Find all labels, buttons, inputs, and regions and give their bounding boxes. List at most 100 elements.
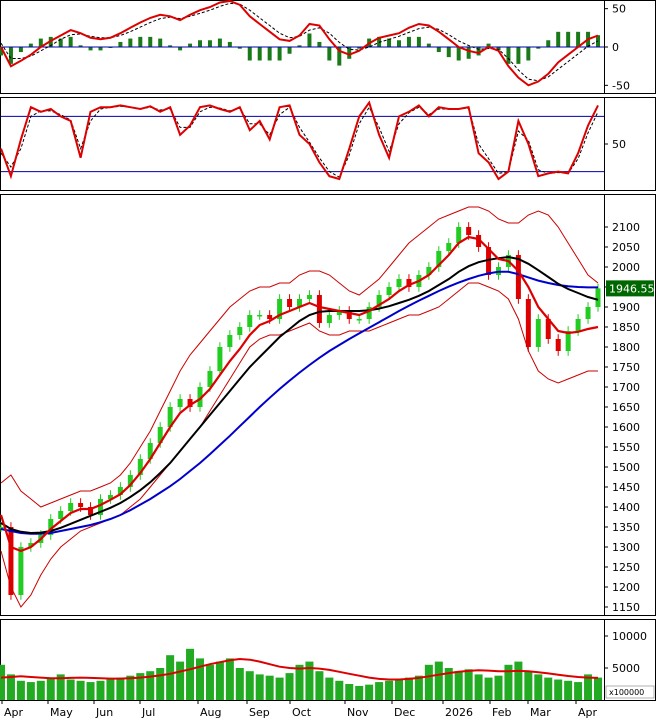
price-candle xyxy=(98,499,103,515)
macd-hist-bar xyxy=(456,47,461,61)
macd-hist-bar xyxy=(267,47,272,61)
price-candle xyxy=(117,487,123,495)
price-candle xyxy=(555,339,561,351)
macd-hist-bar xyxy=(198,40,202,47)
price-candle xyxy=(167,407,173,427)
volume-bar xyxy=(265,675,274,700)
price-ytick-label: 1700 xyxy=(612,381,640,394)
price-frame xyxy=(0,194,656,616)
macd-hist-bar xyxy=(277,47,282,61)
time-tick-label: Dec xyxy=(394,706,415,719)
macd-hist-bar xyxy=(526,47,531,61)
volume-unit-label: x100000 xyxy=(609,688,644,697)
volume-bar xyxy=(136,673,145,700)
volume-bar xyxy=(76,680,85,700)
price-candle xyxy=(535,319,541,347)
price-candle xyxy=(187,399,193,407)
volume-bar xyxy=(564,680,573,700)
macd-signal-line xyxy=(0,2,599,82)
time-tick-label: Aug xyxy=(200,706,221,719)
price-candle xyxy=(88,507,94,515)
time-tick-label: Apr xyxy=(4,706,24,719)
time-tick-label: May xyxy=(50,706,73,719)
macd-line xyxy=(0,0,599,87)
macd-hist-bar xyxy=(446,47,451,58)
volume-bar xyxy=(0,664,5,700)
price-candle xyxy=(306,295,312,299)
price-candle xyxy=(446,243,452,251)
volume-bar xyxy=(6,674,15,700)
volume-bar xyxy=(355,685,364,700)
bollinger-lower-line xyxy=(0,282,598,608)
price-candle xyxy=(28,543,34,547)
ma-long-line xyxy=(0,270,598,535)
volume-bar xyxy=(186,648,195,700)
macd-hist-bar xyxy=(307,33,312,47)
price-candle xyxy=(157,427,163,443)
price-candle xyxy=(207,371,213,387)
price-candle xyxy=(8,527,14,595)
price-candle xyxy=(18,547,24,595)
macd-hist-bar xyxy=(496,47,501,51)
macd-hist-bar xyxy=(168,45,173,47)
price-candle xyxy=(0,527,4,529)
time-tick-label: Nov xyxy=(347,706,369,719)
price-panel: 1150 1200 1250 1300 1350 1400 1450 1500 1550 1600… xyxy=(0,206,655,614)
stochastic-panel: 50 xyxy=(0,100,626,181)
macd-hist-bar xyxy=(317,41,322,47)
price-candle xyxy=(147,443,153,459)
volume-bar xyxy=(126,675,135,700)
price-candle xyxy=(396,279,402,287)
price-candle xyxy=(466,227,472,235)
price-candle xyxy=(197,387,203,407)
price-candle xyxy=(356,319,362,321)
volume-bar xyxy=(554,679,563,700)
macd-hist-bar xyxy=(237,47,242,49)
macd-hist-bar xyxy=(347,47,352,59)
macd-hist-bar xyxy=(486,43,491,47)
macd-hist-bar xyxy=(68,36,73,47)
volume-bar xyxy=(285,673,294,700)
last-price-label: 1946.55 xyxy=(609,282,655,295)
macd-hist-bar xyxy=(138,36,143,47)
price-candle xyxy=(247,315,253,327)
stoch-d-line xyxy=(0,105,599,178)
time-tick-label: Apr xyxy=(578,706,598,719)
volume-bar xyxy=(395,679,403,700)
macd-hist-bar xyxy=(556,31,561,47)
macd-hist-bar xyxy=(506,47,511,64)
macd-hist-bar xyxy=(387,38,392,47)
volume-bar xyxy=(245,671,254,700)
volume-bar xyxy=(325,677,334,700)
macd-ytick-label: 50 xyxy=(612,3,626,16)
macd-hist-bar xyxy=(247,47,252,61)
macd-hist-bar xyxy=(416,36,421,47)
volume-bar xyxy=(375,682,384,700)
volume-bar xyxy=(594,677,602,700)
price-candle xyxy=(78,503,84,507)
time-tick-label: Oct xyxy=(292,706,312,719)
price-candle xyxy=(68,503,74,511)
macd-hist-bar xyxy=(178,47,183,51)
price-candle xyxy=(287,299,293,307)
price-candle xyxy=(137,459,143,475)
volume-bar xyxy=(524,671,533,700)
macd-hist-bar xyxy=(148,36,153,47)
price-candle xyxy=(107,495,113,499)
price-candle xyxy=(336,311,342,315)
macd-hist-bar xyxy=(0,47,3,56)
macd-hist-bar xyxy=(257,47,262,61)
volume-panel: 5000 10000 x100000 xyxy=(0,630,655,700)
volume-bar xyxy=(86,682,95,700)
macd-hist-bar xyxy=(158,38,163,47)
volume-bar xyxy=(235,668,244,700)
macd-hist-bar xyxy=(207,40,212,47)
time-axis: Apr May Jun Jul Aug Sep Oct Nov Dec 2026 Feb Mar Apr xyxy=(1,700,598,719)
volume-bar xyxy=(365,684,374,700)
price-candle xyxy=(227,335,233,347)
price-candle xyxy=(585,307,591,319)
price-candle xyxy=(575,319,581,331)
macd-hist-bar xyxy=(58,38,63,47)
macd-hist-bar xyxy=(337,47,342,66)
